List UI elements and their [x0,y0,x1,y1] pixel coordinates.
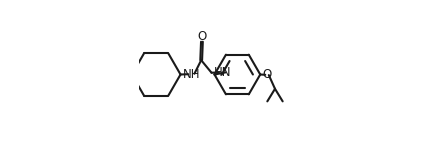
Text: HN: HN [213,66,231,79]
Text: NH: NH [182,68,200,81]
Text: O: O [197,30,207,43]
Text: O: O [263,68,272,81]
